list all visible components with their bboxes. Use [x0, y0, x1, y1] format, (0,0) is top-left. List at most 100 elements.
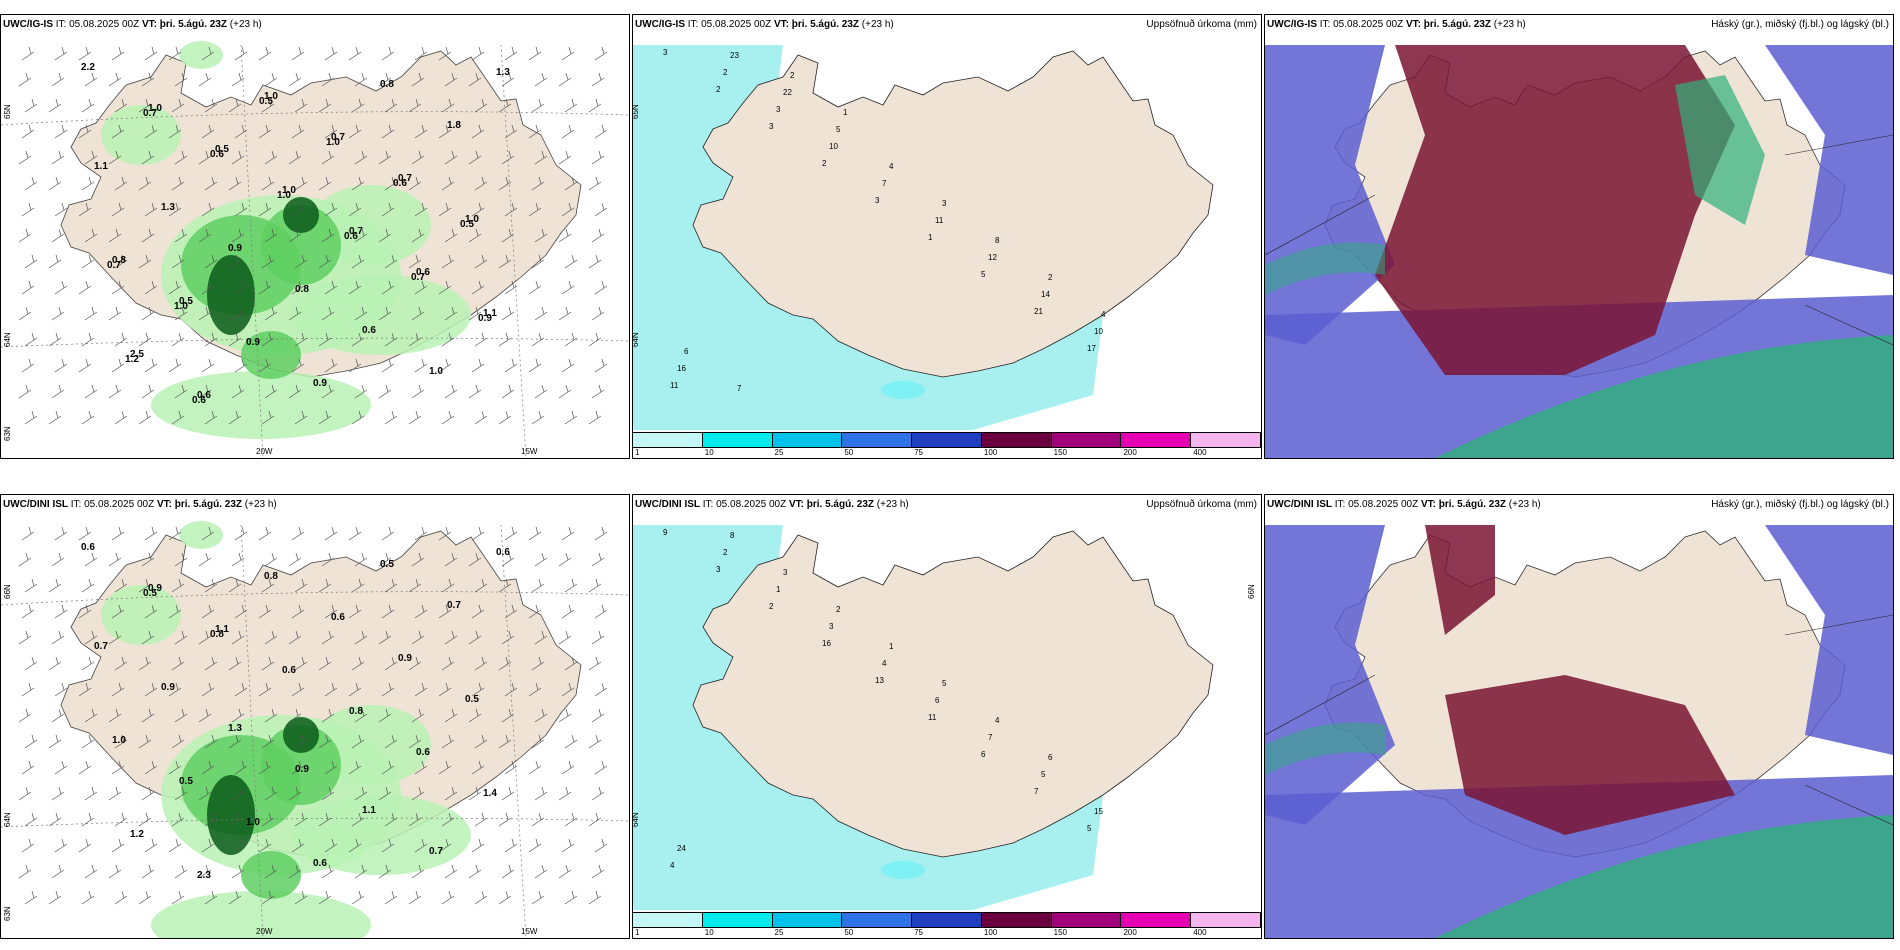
- wind-barb: [561, 124, 575, 139]
- wind-barb: [171, 578, 185, 593]
- wind-barb: [504, 604, 518, 619]
- wind-barb: [408, 734, 422, 749]
- wind-barb: [354, 384, 368, 399]
- wind-barb: [414, 760, 428, 775]
- precip-area: [101, 585, 181, 645]
- wind-barb: [471, 682, 485, 697]
- wind-barb: [18, 864, 32, 879]
- wind-barb: [138, 734, 152, 749]
- wind-barb: [261, 578, 275, 593]
- wind-barb: [174, 150, 188, 165]
- wind-barb: [471, 280, 485, 295]
- wind-barb: [258, 124, 272, 139]
- wind-barb: [231, 384, 245, 399]
- wind-barb: [558, 150, 572, 165]
- wind-barb: [468, 384, 482, 399]
- precip-value-label: 0.9: [398, 653, 412, 664]
- wind-barb: [474, 254, 488, 269]
- wind-barb: [174, 864, 188, 879]
- wind-barb: [321, 306, 335, 321]
- wind-barb: [594, 202, 608, 217]
- wind-barb: [381, 526, 395, 541]
- wind-barb: [84, 150, 98, 165]
- wind-barb: [291, 124, 305, 139]
- wind-barb: [258, 202, 272, 217]
- wind-barb: [438, 202, 452, 217]
- precip-value-label: 1.3: [228, 723, 242, 734]
- wind-barb: [321, 384, 335, 399]
- precip-value-label: 0.5: [380, 559, 394, 570]
- precip-value-label: 4: [995, 716, 1000, 725]
- meridian-line: [240, 44, 264, 458]
- wind-barb: [108, 786, 122, 801]
- high-cloud-area: [1265, 722, 1385, 775]
- wind-barb: [501, 630, 515, 645]
- wind-barb: [198, 708, 212, 723]
- lat-label: 64N: [3, 812, 12, 827]
- wind-barb: [504, 280, 518, 295]
- wind-barb: [561, 202, 575, 217]
- wind-barb: [228, 410, 242, 425]
- wind-barb: [198, 384, 212, 399]
- wind-barb: [228, 890, 242, 905]
- wind-barb: [264, 552, 278, 567]
- precip-value-label: 0.7: [447, 600, 461, 611]
- wind-barb: [534, 306, 548, 321]
- wind-barb: [81, 332, 95, 347]
- legend-swatch: [981, 913, 1052, 927]
- precip-value-label: 1.0: [246, 817, 260, 828]
- wind-barb: [588, 890, 602, 905]
- wind-barb: [558, 72, 572, 87]
- wind-barb: [471, 358, 485, 373]
- wind-barb: [21, 202, 35, 217]
- wind-barb: [231, 630, 245, 645]
- wind-barb: [438, 526, 452, 541]
- wind-barb: [534, 786, 548, 801]
- wind-barb: [291, 280, 305, 295]
- wind-barb: [468, 552, 482, 567]
- wind-barb: [168, 124, 182, 139]
- wind-barb: [48, 890, 62, 905]
- wind-barb: [438, 46, 452, 61]
- wind-barb: [234, 124, 248, 139]
- wind-barb: [498, 98, 512, 113]
- wind-barb: [294, 812, 308, 827]
- legend-swatch: [842, 433, 913, 447]
- wind-barb: [198, 864, 212, 879]
- wind-barb: [354, 306, 368, 321]
- wind-barb: [498, 734, 512, 749]
- wind-barb: [261, 734, 275, 749]
- meridian-line: [1784, 614, 1893, 636]
- precip-value-label: 4: [882, 659, 887, 668]
- legend-swatch: [633, 433, 703, 447]
- precip-value-label: 23: [730, 51, 739, 60]
- wind-barb: [231, 708, 245, 723]
- wind-barb: [351, 812, 365, 827]
- wind-barb: [174, 306, 188, 321]
- precip-value-label: 0.9: [478, 313, 492, 324]
- wind-barb: [378, 384, 392, 399]
- wind-precip-map: 0.60.91.10.60.80.61.41.22.30.80.60.90.51…: [1, 495, 629, 938]
- wind-barb: [141, 786, 155, 801]
- precip-value-label: 1.0: [326, 137, 340, 148]
- panel-header: UWC/DINI ISL IT: 05.08.2025 00Z VT: þri.…: [1267, 499, 1541, 510]
- wind-barb: [534, 384, 548, 399]
- wind-barb: [234, 838, 248, 853]
- wind-barb: [84, 552, 98, 567]
- wind-barb: [174, 630, 188, 645]
- precip-value-label: 0.8: [295, 284, 309, 295]
- precip-value-label: 21: [1034, 307, 1043, 316]
- precip-area: [283, 717, 319, 753]
- legend-tick-label: 1: [635, 928, 640, 937]
- wind-barb: [144, 760, 158, 775]
- wind-barb: [384, 176, 398, 191]
- wind-barb: [264, 630, 278, 645]
- wind-barb: [78, 760, 92, 775]
- wind-barb: [381, 280, 395, 295]
- wind-barb: [204, 176, 218, 191]
- legend-swatch: [1051, 433, 1122, 447]
- precip-area: [261, 725, 341, 805]
- wind-barb: [534, 708, 548, 723]
- wind-barb: [51, 630, 65, 645]
- lat-label: 65N: [3, 104, 12, 119]
